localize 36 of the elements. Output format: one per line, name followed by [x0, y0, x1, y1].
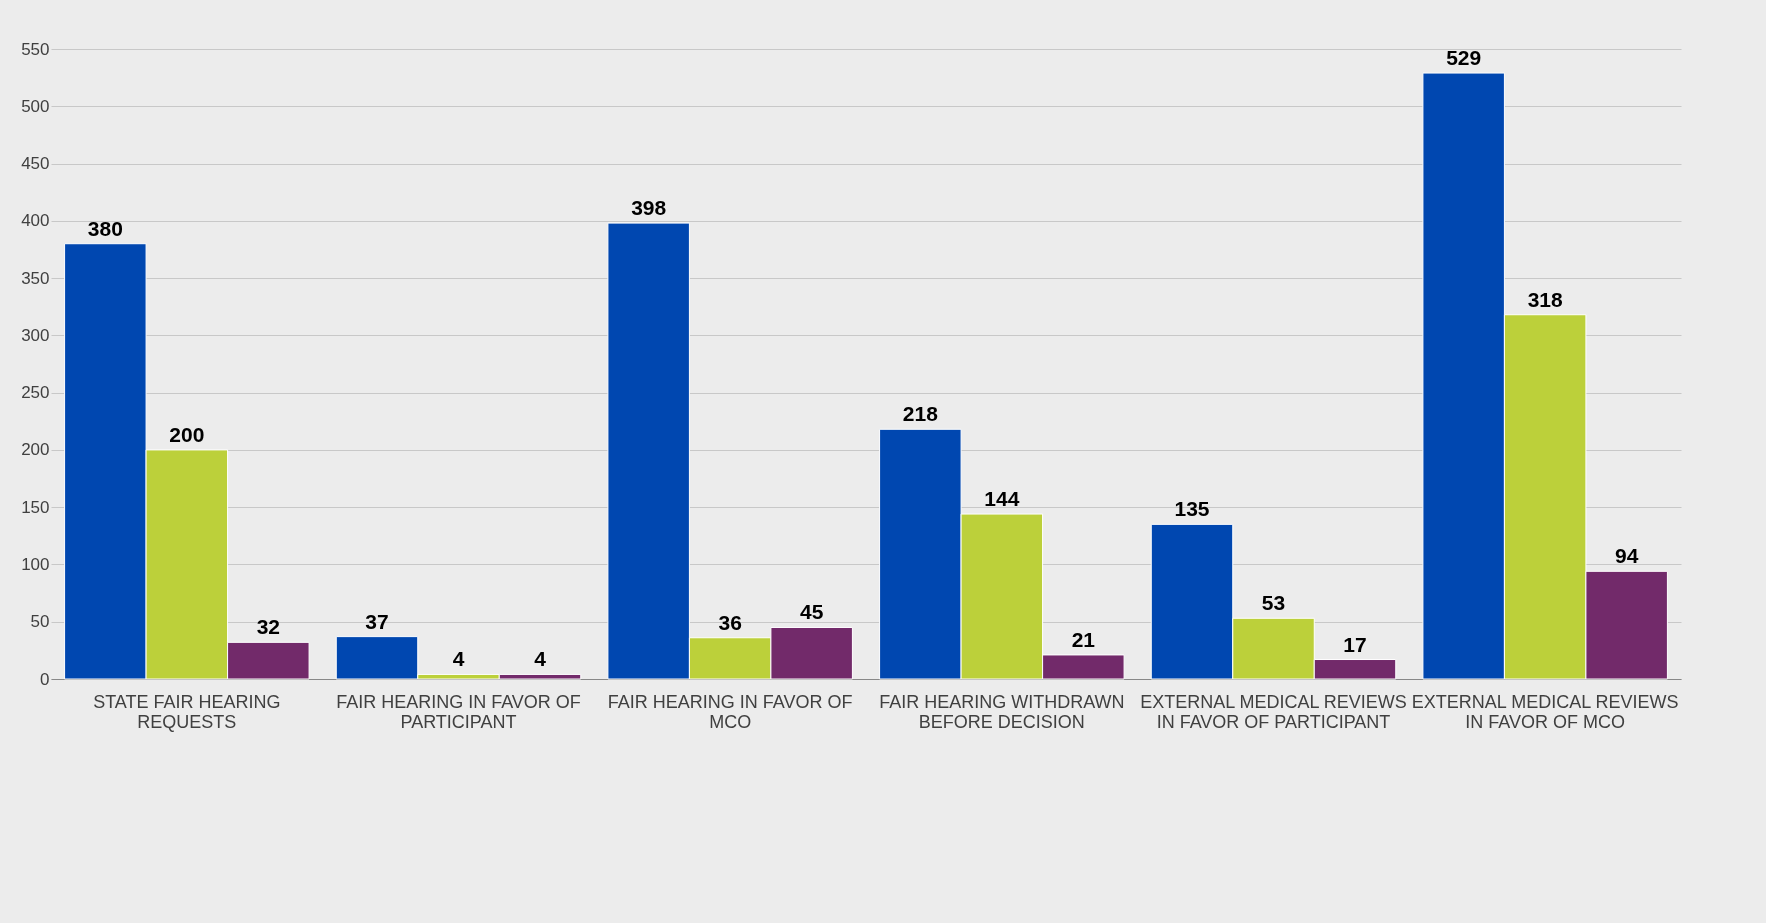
data-label: 94 [1614, 544, 1639, 568]
x-tick-label: FAIR HEARING IN FAVOR OF PARTICIPANT [336, 691, 581, 732]
data-label: 200 [169, 422, 205, 446]
y-tick-label: 450 [21, 154, 50, 174]
data-label: 4 [534, 647, 547, 671]
data-label: 144 [984, 487, 1020, 511]
data-label: 53 [1261, 591, 1286, 615]
y-tick-label: 350 [21, 268, 50, 288]
x-tick-label: STATE FAIR HEARING REQUESTS [93, 691, 281, 732]
data-label: 17 [1343, 632, 1367, 656]
y-tick-label: 50 [30, 612, 50, 632]
data-label: 398 [631, 196, 667, 220]
data-label: 135 [1174, 497, 1210, 521]
x-tick-label: EXTERNAL MEDICAL REVIEWS IN FAVOR OF PARTICIPANT [1140, 691, 1407, 732]
y-tick-label: 0 [40, 669, 50, 689]
data-label: 21 [1071, 627, 1096, 651]
data-label: 4 [452, 647, 465, 671]
y-tick-label: 500 [21, 96, 50, 116]
y-tick-label: 100 [21, 554, 50, 574]
y-tick-label: 550 [21, 39, 50, 59]
data-label: 37 [365, 609, 389, 633]
data-label: 380 [87, 216, 123, 240]
data-label: 36 [718, 610, 742, 634]
y-tick-label: 150 [21, 497, 50, 517]
y-tick-label: 300 [21, 325, 50, 345]
data-label: 218 [902, 402, 939, 426]
x-tick-label: FAIR HEARING WITHDRAWN BEFORE DECISION [879, 691, 1125, 732]
data-label: 32 [256, 615, 281, 639]
y-tick-label: 400 [21, 211, 50, 231]
x-tick-label: EXTERNAL MEDICAL REVIEWS IN FAVOR OF MCO [1411, 691, 1679, 732]
x-tick-label: FAIR HEARING IN FAVOR OF MCO [607, 691, 853, 732]
y-tick-label: 250 [21, 383, 50, 403]
data-label: 45 [799, 600, 824, 624]
data-label: 529 [1446, 46, 1482, 70]
data-label: 318 [1527, 287, 1563, 311]
y-tick-label: 200 [21, 440, 50, 460]
